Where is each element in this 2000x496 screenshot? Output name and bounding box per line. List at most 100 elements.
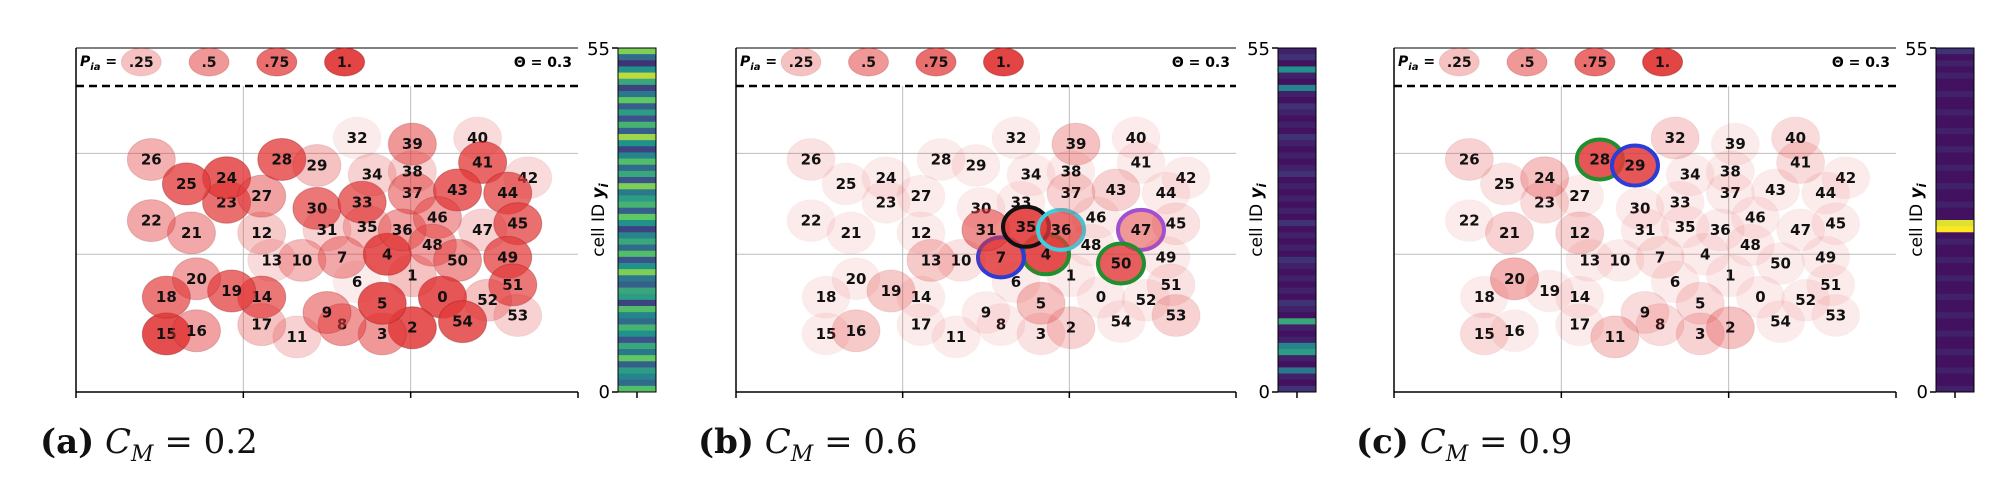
cell-marker: [171, 257, 221, 301]
cell-id-label: 47: [1131, 221, 1152, 239]
cell-marker: [1520, 180, 1570, 224]
cell-id-label: 17: [1569, 316, 1590, 334]
cell-id-label: 47: [472, 221, 493, 239]
colorbar-segment: [618, 232, 656, 239]
colorbar-segment: [1278, 189, 1316, 196]
cell-id-label: 27: [911, 187, 932, 205]
colorbar-segment: [1278, 269, 1316, 276]
colorbar-segment: [1936, 349, 1974, 356]
caption-c-value: = 0.9: [1468, 422, 1573, 462]
colorbar-segment: [618, 177, 656, 184]
colorbar-segment: [1278, 355, 1316, 362]
colorbar-axis-label-var: y: [1247, 187, 1267, 199]
cell-marker: [917, 138, 965, 181]
cell-marker: [412, 196, 462, 240]
colorbar-segment: [1936, 48, 1974, 55]
cell-marker: [126, 199, 176, 243]
cell-marker: [1007, 153, 1055, 196]
cell-marker: [1459, 312, 1509, 356]
cell-id-label: 4: [382, 245, 392, 263]
colorbar-segment: [1936, 213, 1974, 221]
cell-id-label: 43: [447, 181, 468, 199]
colorbar-segment: [1936, 336, 1974, 344]
cell-id-label: 17: [251, 316, 272, 334]
colorbar-segment: [1936, 330, 1974, 338]
colorbar-segment: [1278, 54, 1316, 61]
cell-id-label: 12: [911, 224, 932, 242]
cell-id-label: 37: [1720, 184, 1741, 202]
cell-id-label: 9: [981, 303, 991, 321]
cell-id-label: 7: [1655, 248, 1665, 266]
colorbar-segment: [1936, 78, 1974, 86]
colorbar-segment: [1278, 146, 1316, 153]
colorbar-segment: [1278, 78, 1316, 86]
colorbar-segment: [1278, 373, 1316, 381]
cell-marker: [1046, 171, 1096, 215]
cell-marker: [1696, 208, 1745, 251]
colorbar-segment: [618, 330, 656, 338]
colorbar-segment: [1278, 349, 1316, 356]
cell-marker: [1661, 205, 1710, 248]
cell-id-label: 1: [1725, 267, 1735, 285]
colorbar-axis-label-sub: i: [1915, 182, 1929, 187]
cell-marker: [1146, 263, 1196, 307]
cell-marker: [126, 137, 176, 181]
colorbar-segment: [1278, 195, 1316, 203]
cell-id-label: 34: [1680, 166, 1701, 184]
colorbar-segment: [618, 54, 656, 61]
cell-marker: [387, 122, 437, 166]
cell-marker: [1122, 279, 1170, 322]
colorbar-segment: [1278, 275, 1316, 282]
cell-id-label: 41: [472, 154, 493, 172]
cell-id-label: 6: [1670, 273, 1680, 291]
colorbar-segment: [1936, 324, 1974, 332]
legend-marker: [188, 47, 230, 77]
cell-marker: [1091, 168, 1141, 212]
colorbar-segment: [618, 226, 656, 233]
colorbar-bottom-tick-label: 0: [1259, 382, 1270, 403]
colorbar-segment: [1936, 134, 1974, 141]
colorbar-segment: [1936, 367, 1974, 375]
colorbar-segment: [1936, 373, 1974, 381]
colorbar-segment: [1278, 201, 1316, 209]
colorbar-segment: [618, 207, 656, 215]
cell-id-label: 16: [1504, 322, 1525, 340]
cell-marker: [1555, 211, 1605, 255]
colorbar-segment: [1936, 361, 1974, 368]
colorbar-top-tick-label: 55: [587, 39, 610, 60]
colorbar-segment: [618, 78, 656, 86]
cell-id-label: 11: [1604, 328, 1625, 346]
legend-marker: [256, 47, 298, 77]
colorbar-segment: [618, 312, 656, 319]
colorbar-segment: [1936, 72, 1974, 80]
cell-id-label: 7: [996, 248, 1006, 266]
cell-marker: [1565, 239, 1614, 282]
colorbar-segment: [1936, 60, 1974, 67]
cell-id-label: 2: [407, 319, 417, 337]
cell-marker: [1736, 276, 1785, 319]
cell-id-label: 40: [1126, 129, 1147, 147]
caption-c: (c) CM = 0.9: [1356, 422, 1572, 467]
cell-id-label: 49: [1815, 248, 1836, 266]
colorbar-segment: [1278, 121, 1316, 129]
cell-id-label: 4: [1700, 245, 1710, 263]
colorbar-segment: [1278, 97, 1316, 104]
cell-marker: [1484, 211, 1534, 255]
colorbar-segment: [1936, 91, 1974, 98]
colorbar-top-tick-label: 55: [1247, 39, 1270, 60]
cell-id-label: 49: [1156, 248, 1177, 266]
cell-marker: [936, 238, 986, 282]
cell-id-label: 43: [1106, 181, 1127, 199]
cell-id-label: 19: [881, 282, 902, 300]
panel-a: Pia =.25.5.751.Θ = 0.3012345678910111213…: [75, 39, 657, 403]
cell-id-label: 29: [307, 157, 328, 175]
cell-id-label: 38: [402, 163, 423, 181]
cell-marker: [1162, 156, 1210, 199]
colorbar-segment: [1936, 152, 1974, 160]
cell-marker: [357, 281, 407, 325]
cell-id-label: 19: [1539, 282, 1560, 300]
cell-id-label: 3: [377, 325, 387, 343]
cell-id-label: 46: [1745, 209, 1766, 227]
cell-id-label: 26: [801, 150, 822, 168]
colorbar-segment: [1936, 146, 1974, 153]
